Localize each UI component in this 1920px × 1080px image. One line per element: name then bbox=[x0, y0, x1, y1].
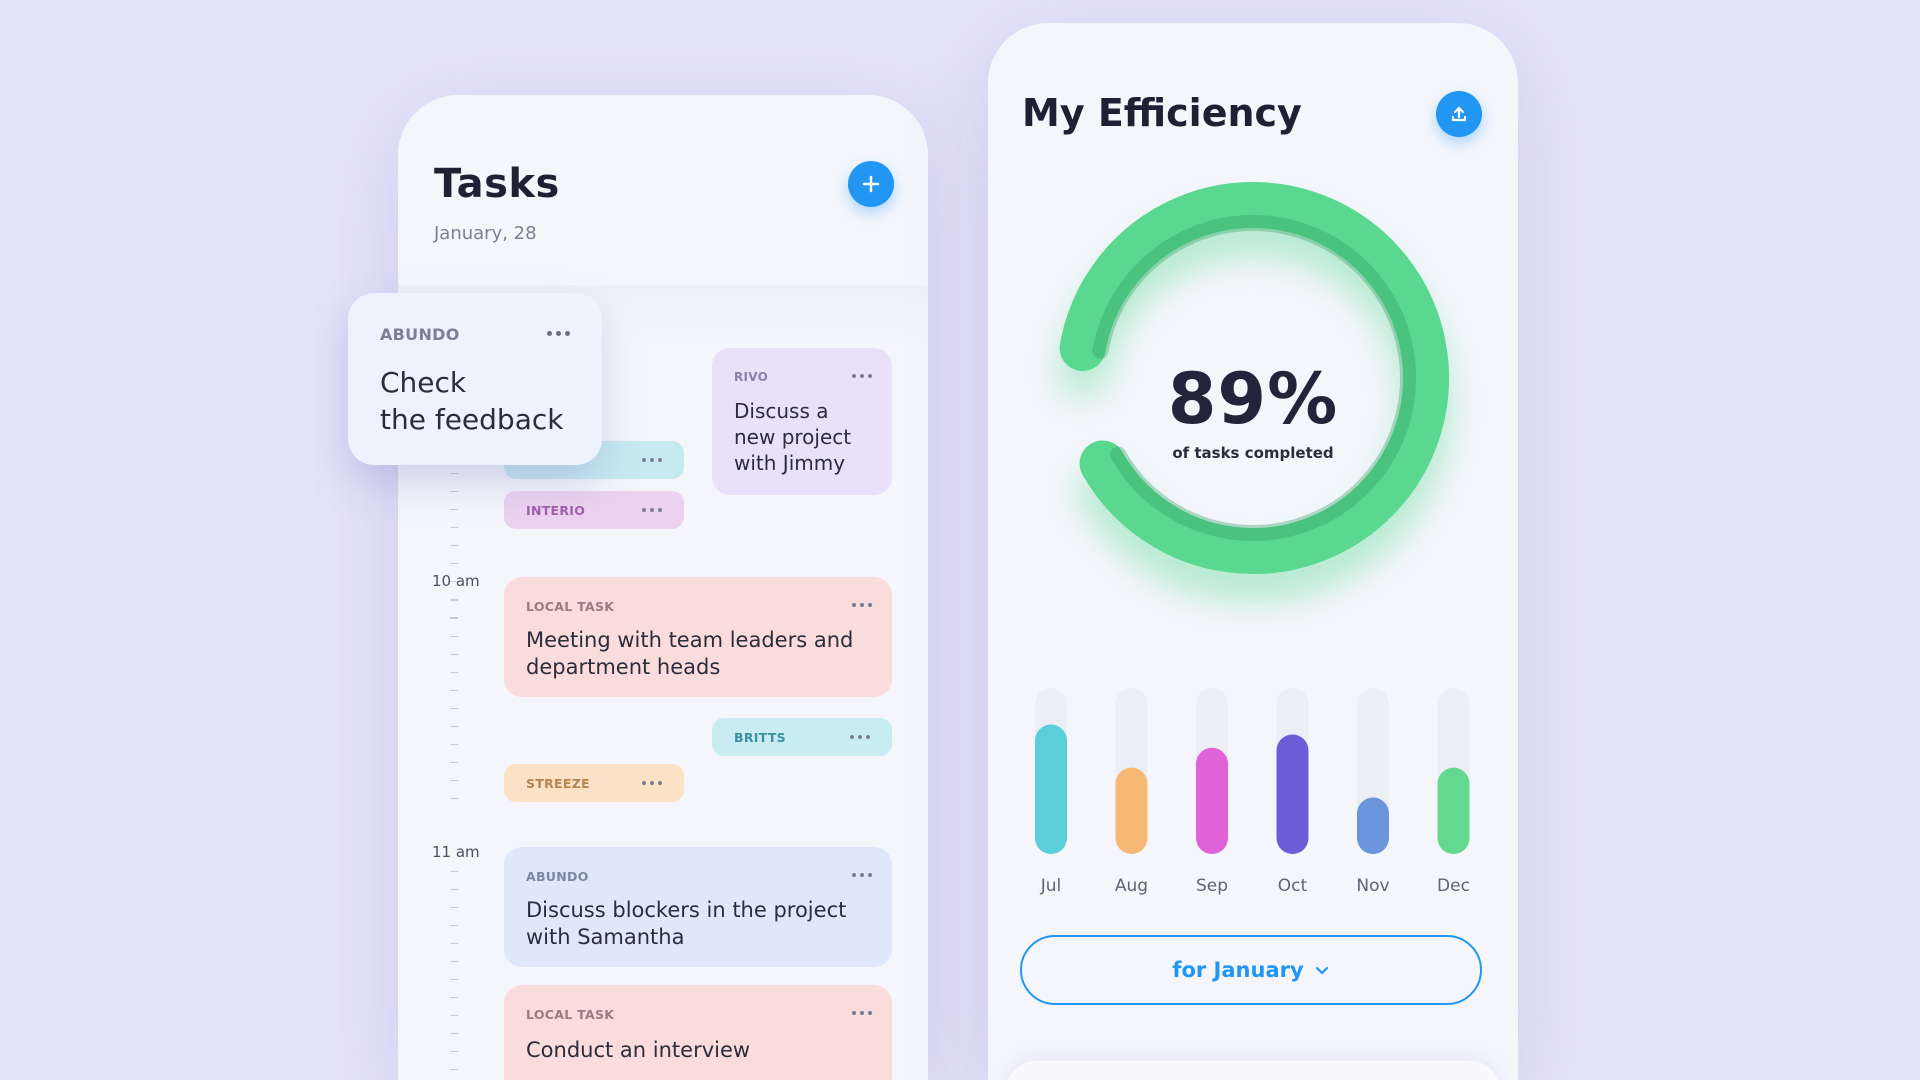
month-label-oct: Oct bbox=[1277, 876, 1308, 896]
add-task-button[interactable] bbox=[848, 161, 894, 207]
more-options-icon[interactable] bbox=[852, 603, 872, 607]
task-card-meeting[interactable]: LOCAL TASK Meeting with team leaders and… bbox=[504, 577, 892, 697]
bar-dec[interactable] bbox=[1437, 767, 1470, 854]
task-card-interview[interactable]: LOCAL TASK Conduct an interview bbox=[504, 985, 892, 1080]
page-title: Tasks bbox=[434, 161, 560, 207]
monthly-bar-chart: Jul Aug Sep Oct Nov Dec bbox=[988, 688, 1518, 918]
bar-aug[interactable] bbox=[1115, 767, 1148, 854]
task-pill-streeze[interactable]: STREEZE bbox=[504, 764, 684, 802]
bar-oct[interactable] bbox=[1276, 734, 1309, 854]
month-filter-dropdown[interactable]: for January bbox=[1020, 935, 1482, 1005]
completion-caption: of tasks completed bbox=[1172, 444, 1334, 462]
plus-icon bbox=[862, 175, 880, 193]
tasks-date: January, 28 bbox=[434, 223, 537, 244]
task-tag: LOCAL TASK bbox=[526, 1007, 615, 1022]
more-options-icon[interactable] bbox=[852, 873, 872, 877]
chevron-down-icon bbox=[1315, 966, 1328, 975]
task-title: Discuss blockers in the project with Sam… bbox=[526, 898, 847, 949]
month-label-jul: Jul bbox=[1040, 876, 1062, 896]
timeline-ticks bbox=[450, 600, 458, 810]
share-button[interactable] bbox=[1436, 91, 1482, 137]
time-label-11am: 11 am bbox=[432, 843, 480, 861]
bar-jul[interactable] bbox=[1035, 724, 1067, 854]
bar-nov[interactable] bbox=[1357, 797, 1389, 854]
progress-arc-inner-shade bbox=[1092, 215, 1416, 541]
page-title: My Efficiency bbox=[1022, 91, 1302, 135]
task-tag: INTERIO bbox=[526, 503, 586, 518]
upload-icon bbox=[1451, 106, 1467, 122]
time-label-10am: 10 am bbox=[432, 572, 480, 590]
month-label-aug: Aug bbox=[1114, 876, 1149, 896]
more-options-icon[interactable] bbox=[850, 735, 870, 739]
more-options-icon[interactable] bbox=[852, 1011, 872, 1015]
task-card-blockers[interactable]: ABUNDO Discuss blockers in the project w… bbox=[504, 847, 892, 967]
efficiency-screen: My Efficiency 89% of tasks completed bbox=[988, 23, 1518, 1080]
timeline-ticks bbox=[450, 455, 458, 635]
progress-ring bbox=[988, 173, 1518, 643]
task-tag: BRITTS bbox=[734, 730, 786, 745]
task-pill-interio[interactable]: INTERIO bbox=[504, 491, 684, 529]
task-card-rivo[interactable]: RIVO Discuss a new project with Jimmy bbox=[712, 348, 892, 495]
bottom-sheet bbox=[1006, 1061, 1500, 1080]
month-label-sep: Sep bbox=[1195, 876, 1229, 896]
month-label-dec: Dec bbox=[1437, 876, 1470, 896]
task-title: Meeting with team leaders and department… bbox=[526, 628, 854, 679]
task-title: Check the feedback bbox=[380, 366, 564, 436]
more-options-icon[interactable] bbox=[642, 458, 662, 462]
task-title: Discuss a new project with Jimmy bbox=[734, 399, 852, 475]
progress-arc bbox=[1059, 182, 1449, 574]
task-tag: LOCAL TASK bbox=[526, 599, 615, 614]
more-options-icon[interactable] bbox=[642, 508, 662, 512]
task-pill-britts[interactable]: BRITTS bbox=[712, 718, 892, 756]
bar-sep[interactable] bbox=[1196, 747, 1228, 854]
tasks-screen: Tasks January, 28 10 am 11 am INTERIO RI… bbox=[398, 95, 928, 1080]
month-filter-label: for January bbox=[1172, 958, 1304, 982]
task-tag: RIVO bbox=[734, 370, 769, 384]
task-tag: ABUNDO bbox=[526, 869, 589, 884]
task-tag: ABUNDO bbox=[380, 325, 460, 344]
more-options-icon[interactable] bbox=[852, 374, 872, 378]
task-tag: STREEZE bbox=[526, 776, 590, 791]
task-title: Conduct an interview bbox=[526, 1038, 751, 1062]
month-label-nov: Nov bbox=[1356, 876, 1390, 896]
more-options-icon[interactable] bbox=[642, 781, 662, 785]
timeline-ticks bbox=[450, 871, 458, 1080]
completion-percent: 89% bbox=[1167, 358, 1339, 440]
more-options-icon[interactable] bbox=[547, 331, 570, 336]
floating-task-card[interactable]: ABUNDO Check the feedback bbox=[348, 293, 602, 465]
